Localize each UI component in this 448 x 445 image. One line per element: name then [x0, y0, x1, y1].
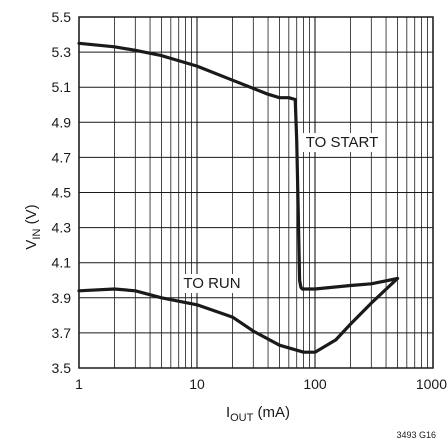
x-axis-label-main: I	[226, 404, 230, 421]
y-axis-label: VIN (V)	[23, 204, 43, 249]
data-curves	[77, 41, 400, 354]
annotation-to-run: TO RUN	[183, 275, 240, 292]
y-tick-label: 5.1	[52, 79, 72, 95]
x-tick-label: 1000	[416, 376, 447, 392]
x-axis-label-unit: (mA)	[253, 404, 290, 421]
y-tick-label: 3.5	[52, 360, 72, 376]
y-tick-label: 3.9	[52, 290, 72, 306]
y-tick-label: 4.5	[52, 185, 72, 201]
major-gridlines	[78, 16, 434, 369]
figure-id: 3493 G16	[396, 430, 436, 440]
plot-frame	[78, 16, 434, 369]
y-tick-label: 4.7	[52, 149, 72, 165]
x-tick-label: 100	[303, 376, 327, 392]
y-tick-label: 4.3	[52, 220, 72, 236]
y-axis-label-main: V	[23, 240, 40, 250]
y-tick-label: 3.7	[52, 325, 72, 341]
x-axis-label-sub: OUT	[230, 412, 254, 424]
x-tick-label: 1	[75, 376, 83, 392]
y-tick-label: 5.3	[52, 44, 72, 60]
y-tick-labels: 3.5 3.7 3.9 4.1 4.3 4.5 4.7 4.9 5.1 5.3 5.5	[52, 9, 72, 376]
annotation-to-start-background	[302, 133, 382, 152]
x-tick-label: 10	[189, 376, 205, 392]
series-line-to-run	[77, 276, 400, 354]
x-tick-labels: 1 10 100 1000	[75, 376, 447, 392]
annotation-to-run-background	[180, 274, 244, 293]
y-tick-label: 5.5	[52, 9, 72, 25]
x-axis-label: IOUT (mA)	[226, 404, 290, 424]
y-axis-label-sub: IN	[31, 229, 43, 240]
annotation-to-start: TO START	[306, 134, 379, 151]
y-tick-label: 4.9	[52, 114, 72, 130]
series-line-to-start	[77, 41, 400, 291]
y-axis-label-unit: (V)	[23, 204, 40, 228]
y-tick-label: 4.1	[52, 255, 72, 271]
